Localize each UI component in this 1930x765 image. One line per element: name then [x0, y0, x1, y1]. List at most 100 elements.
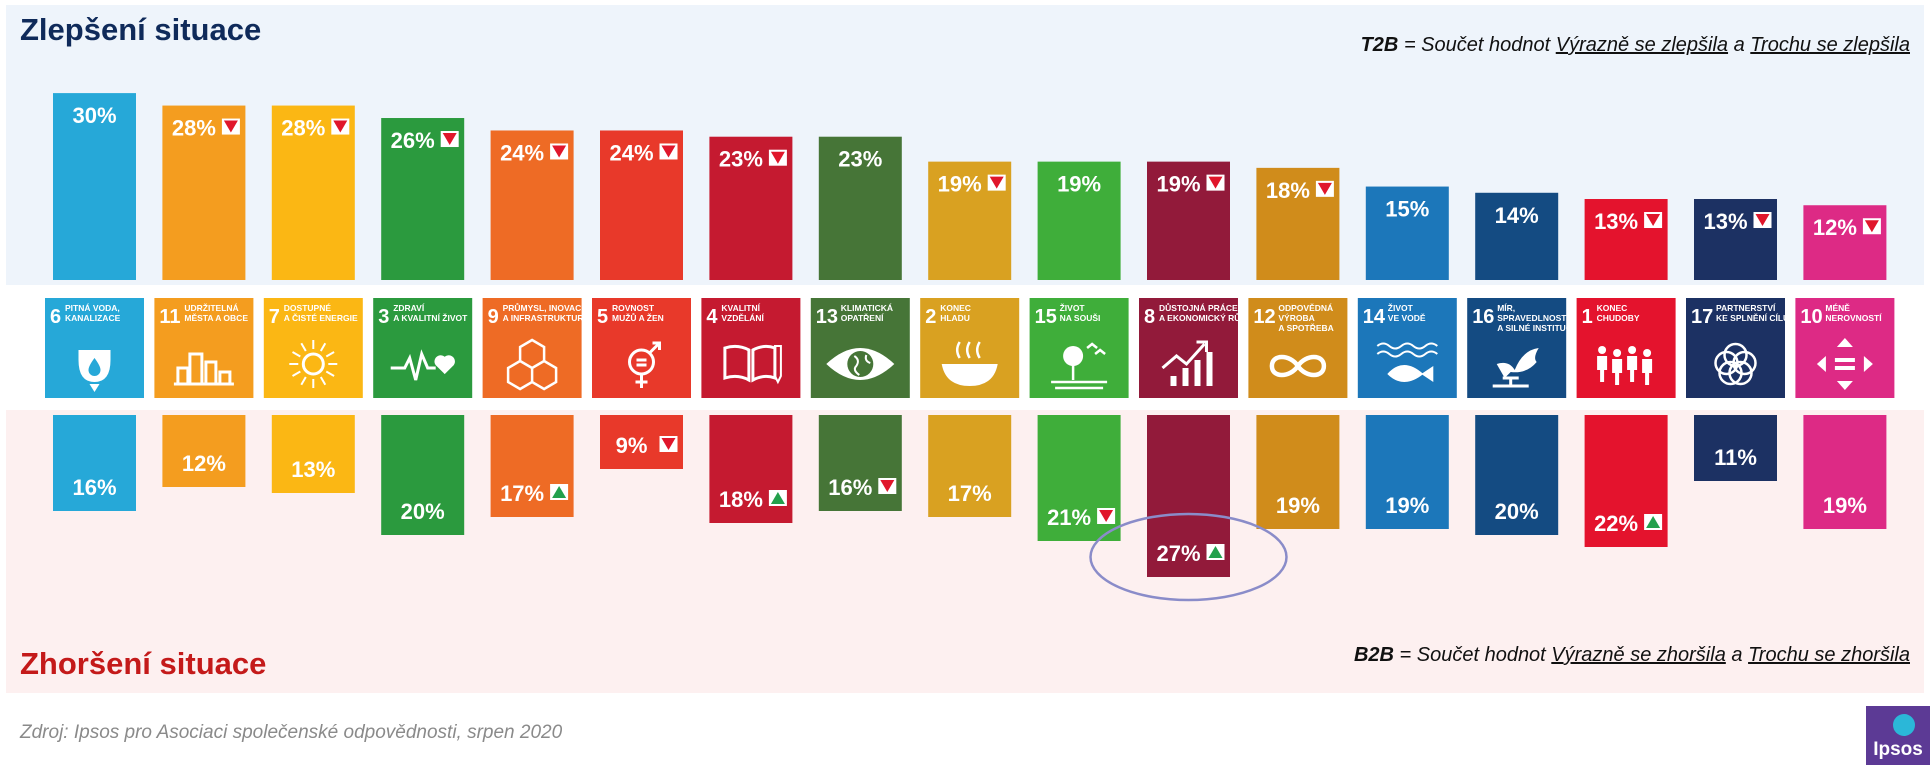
b2b-value-label: 9%: [616, 433, 648, 458]
sdg-label-line2: VZDĚLÁNÍ: [721, 312, 764, 323]
infinity-icon: [1269, 354, 1327, 378]
b2b-value-label-marker: [1206, 544, 1225, 560]
t2b-bar: [1365, 186, 1449, 280]
t2b-bar: [271, 105, 355, 280]
sdg-number: 7: [269, 306, 280, 328]
b2b-value-label: 16%: [72, 475, 116, 500]
sdg-label-line2: KANALIZACE: [65, 313, 121, 323]
t2b-value-label: 23%: [838, 147, 882, 172]
logo-text: Ipsos: [1873, 739, 1923, 760]
sdg-label-line2: CHUDOBY: [1597, 313, 1640, 323]
sdg-label-line2: OPATŘENÍ: [841, 312, 884, 323]
city-icon: [173, 352, 234, 386]
sdg-label-line2: A INFRASTRUKTURA: [503, 313, 590, 323]
sdg-label-line1: ZDRAVÍ: [393, 303, 425, 313]
dove-icon: [1492, 348, 1539, 388]
b2b-value-label: 16%: [828, 475, 872, 500]
b2b-value-label-marker: [1097, 508, 1116, 524]
t2b-bar: [162, 105, 246, 280]
highlight-ring: [1089, 512, 1288, 602]
tree-icon: [1051, 342, 1108, 390]
sdg-label-line2: VE VODĚ: [1388, 312, 1426, 323]
sdg-number: 10: [1800, 306, 1822, 328]
t2b-value-label: 28%: [281, 116, 325, 141]
b2b-bar: [162, 415, 246, 487]
b2b-bar: [1694, 415, 1777, 481]
sdg-label-line1: DŮSTOJNÁ PRÁCE: [1159, 302, 1238, 313]
sdg-label-line1: MÉNĚ: [1825, 302, 1850, 313]
source-note: Zdroj: Ipsos pro Asociaci společenské od…: [20, 722, 563, 743]
t2b-option-a: Výrazně se zlepšila: [1555, 34, 1729, 56]
sdg-label-line3: A SPOTŘEBA: [1278, 322, 1333, 333]
sdg-label-line2: A KVALITNÍ ŽIVOT: [393, 312, 468, 323]
t2b-value-label: 24%: [609, 140, 653, 165]
t2b-value-label: 28%: [172, 116, 216, 141]
b2b-value-label-marker: [1644, 514, 1663, 530]
t2b-value-label: 14%: [1495, 203, 1539, 228]
t2b-value-label-marker: [1862, 218, 1881, 235]
b2b-bar: [1256, 415, 1340, 529]
t2b-eq: = Součet hodnot: [1398, 34, 1556, 56]
b2b-bar: [928, 415, 1012, 517]
t2b-option-b: Trochu se zlepšila: [1750, 34, 1910, 56]
b2b-value-label: 17%: [500, 481, 544, 506]
improvement-heading: Zlepšení situace: [20, 12, 262, 47]
b2b-value-label: 20%: [1495, 499, 1539, 524]
sdg-label-line2: MĚSTA A OBCE: [184, 312, 248, 323]
sdg-label-line2: HLADU: [940, 313, 970, 323]
b2b-bar: [53, 415, 136, 511]
deterioration-heading: Zhoršení situace: [20, 646, 267, 681]
t2b-value-label: 13%: [1594, 209, 1638, 234]
t2b-value-label: 19%: [1057, 172, 1101, 197]
b2b-bar: [818, 415, 902, 511]
sdg-number: 12: [1253, 306, 1275, 328]
sdg-label-line1: PRŮMYSL, INOVACE: [503, 302, 588, 313]
t2b-bar: [1803, 205, 1887, 280]
sdg-label-line1: KVALITNÍ: [721, 303, 760, 313]
sdg-number: 14: [1363, 306, 1386, 328]
t2b-bar: [818, 136, 902, 280]
sdg-label-line2: MUŽŮ A ŽEN: [612, 312, 664, 323]
t2b-value-label-marker: [550, 143, 569, 160]
b2b-value-label: 12%: [182, 451, 226, 476]
sdg-number: 5: [597, 306, 608, 328]
bowl-icon: [941, 341, 998, 386]
sdg-number: 13: [816, 306, 838, 328]
sdg-number: 6: [50, 306, 61, 328]
t2b-bar: [53, 93, 136, 280]
t2b-value-label: 13%: [1703, 209, 1747, 234]
sdg-label-line1: KLIMATICKÁ: [841, 303, 893, 313]
cubes-icon: [506, 338, 558, 391]
b2b-and: a: [1725, 644, 1749, 666]
t2b-definition: T2B = Součet hodnot Výrazně se zlepšila …: [1361, 34, 1910, 57]
sdg-label-line1: ODPOVĚDNÁ: [1278, 302, 1333, 313]
t2b-value-label: 18%: [1266, 178, 1310, 203]
book-icon: [723, 344, 782, 385]
eye-globe-icon: [826, 348, 895, 380]
sdg-label-line3: A SILNÉ INSTITUCE: [1497, 323, 1578, 333]
sdg-number: 17: [1691, 306, 1713, 328]
b2b-value-label-marker: [878, 478, 897, 494]
b2b-value-label: 19%: [1276, 493, 1320, 518]
gender-icon: [628, 341, 661, 388]
sdg-label-line1: PITNÁ VODA,: [65, 303, 120, 313]
sdg-label-line2: NA SOUŠI: [1060, 312, 1101, 323]
